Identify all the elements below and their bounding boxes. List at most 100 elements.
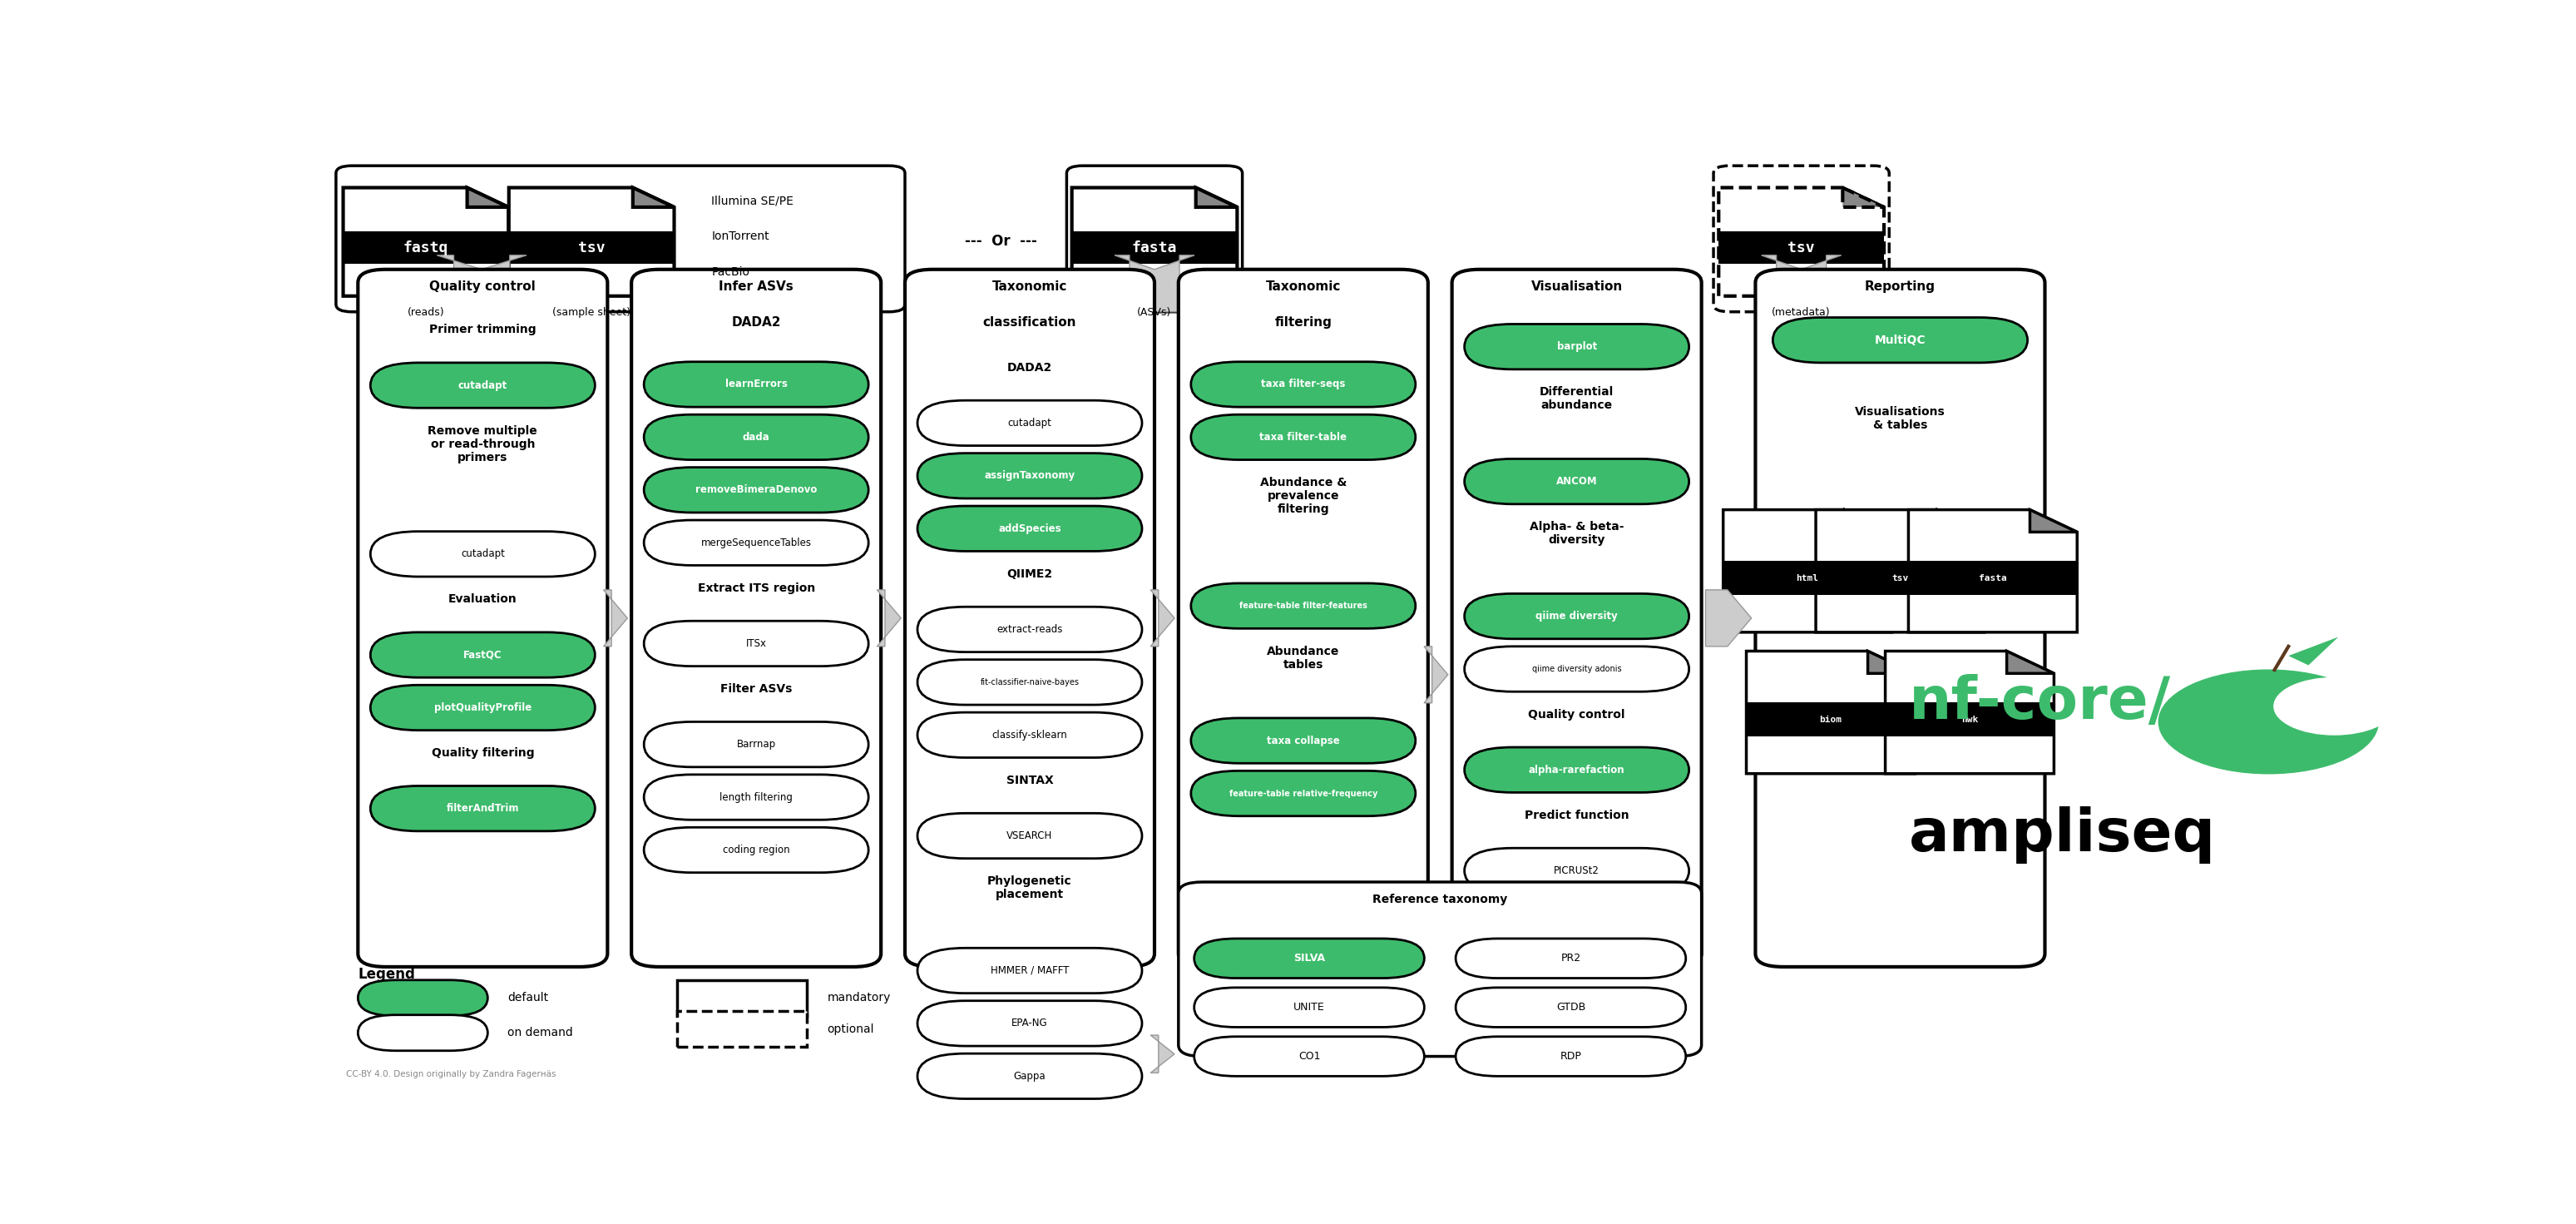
Text: fit-classifier-naive-bayes: fit-classifier-naive-bayes: [981, 678, 1079, 687]
Text: extract-reads: extract-reads: [997, 624, 1064, 635]
Text: Abundance
tables: Abundance tables: [1267, 645, 1340, 671]
Text: Extract ITS region: Extract ITS region: [698, 583, 814, 594]
Text: default: default: [507, 993, 549, 1004]
Text: Differential
abundance: Differential abundance: [1540, 387, 1613, 411]
Text: taxa filter-table: taxa filter-table: [1260, 432, 1347, 443]
FancyBboxPatch shape: [917, 712, 1141, 758]
Polygon shape: [438, 256, 526, 312]
FancyBboxPatch shape: [1463, 459, 1690, 504]
FancyBboxPatch shape: [917, 400, 1141, 446]
Text: Or: Or: [502, 234, 523, 250]
Text: classify-sklearn: classify-sklearn: [992, 730, 1066, 741]
Text: optional: optional: [827, 1023, 873, 1034]
Polygon shape: [2030, 509, 2076, 532]
Text: feature-table filter-features: feature-table filter-features: [1239, 602, 1368, 610]
Text: biom: biom: [1819, 715, 1842, 723]
Text: GTDB: GTDB: [1556, 1002, 1584, 1012]
Text: Quality control: Quality control: [430, 280, 536, 294]
FancyBboxPatch shape: [677, 1011, 806, 1047]
Polygon shape: [1151, 1036, 1175, 1073]
Text: FastQC: FastQC: [464, 650, 502, 660]
Text: mergeSequenceTables: mergeSequenceTables: [701, 537, 811, 548]
Text: Filter ASVs: Filter ASVs: [721, 683, 793, 695]
Text: qiime diversity adonis: qiime diversity adonis: [1533, 665, 1620, 673]
Text: fasta: fasta: [1978, 574, 2007, 583]
Polygon shape: [1886, 651, 2053, 774]
FancyBboxPatch shape: [1455, 939, 1685, 978]
Text: plotQualityProfile: plotQualityProfile: [433, 703, 531, 714]
FancyBboxPatch shape: [1195, 1037, 1425, 1076]
Text: VSEARCH: VSEARCH: [1007, 830, 1054, 841]
Polygon shape: [1842, 187, 1883, 207]
FancyBboxPatch shape: [644, 362, 868, 408]
Polygon shape: [1195, 187, 1236, 207]
FancyBboxPatch shape: [1463, 324, 1690, 370]
Text: tsv: tsv: [1891, 574, 1909, 583]
Text: filtering: filtering: [1275, 317, 1332, 329]
Text: Illumina SE/PE: Illumina SE/PE: [711, 195, 793, 207]
Polygon shape: [1425, 646, 1448, 703]
Polygon shape: [1816, 509, 1984, 633]
Text: Gappa: Gappa: [1015, 1071, 1046, 1082]
FancyBboxPatch shape: [510, 231, 675, 264]
FancyBboxPatch shape: [1772, 317, 2027, 362]
Text: PICRUSt2: PICRUSt2: [1553, 865, 1600, 876]
Text: MultiQC: MultiQC: [1875, 334, 1927, 346]
FancyBboxPatch shape: [358, 269, 608, 967]
Polygon shape: [1747, 651, 1914, 774]
Text: filterAndTrim: filterAndTrim: [446, 803, 520, 814]
Text: PacBio: PacBio: [711, 267, 750, 278]
Text: HMMER / MAFFT: HMMER / MAFFT: [992, 966, 1069, 976]
FancyBboxPatch shape: [1190, 584, 1417, 628]
Text: on demand: on demand: [507, 1027, 574, 1039]
FancyBboxPatch shape: [335, 165, 904, 312]
FancyBboxPatch shape: [1463, 594, 1690, 639]
Text: IonTorrent: IonTorrent: [711, 231, 770, 242]
Text: (reads): (reads): [407, 307, 446, 318]
Circle shape: [2275, 678, 2396, 734]
FancyBboxPatch shape: [644, 827, 868, 873]
FancyBboxPatch shape: [1195, 988, 1425, 1027]
Text: Quality control: Quality control: [1528, 709, 1625, 720]
FancyBboxPatch shape: [1190, 415, 1417, 460]
Polygon shape: [876, 590, 902, 646]
Polygon shape: [343, 187, 507, 296]
Text: Predict function: Predict function: [1525, 809, 1628, 821]
FancyBboxPatch shape: [917, 506, 1141, 551]
FancyBboxPatch shape: [1177, 269, 1427, 967]
Text: Primer trimming: Primer trimming: [430, 324, 536, 335]
FancyBboxPatch shape: [1455, 988, 1685, 1027]
Text: Abundance &
prevalence
filtering: Abundance & prevalence filtering: [1260, 477, 1347, 515]
FancyBboxPatch shape: [371, 786, 595, 831]
Text: Quality filtering: Quality filtering: [430, 747, 533, 759]
Text: Visualisations
& tables: Visualisations & tables: [1855, 406, 1945, 431]
FancyBboxPatch shape: [644, 468, 868, 513]
Text: ---  Or  ---: --- Or ---: [963, 234, 1038, 250]
FancyBboxPatch shape: [917, 660, 1141, 705]
Text: Reference taxonomy: Reference taxonomy: [1373, 894, 1507, 905]
Text: cutadapt: cutadapt: [461, 548, 505, 559]
Text: (sample sheet): (sample sheet): [551, 307, 631, 318]
Text: Infer ASVs: Infer ASVs: [719, 280, 793, 294]
FancyBboxPatch shape: [644, 722, 868, 767]
Text: feature-table relative-frequency: feature-table relative-frequency: [1229, 789, 1378, 798]
FancyBboxPatch shape: [1886, 703, 2053, 737]
FancyBboxPatch shape: [1718, 231, 1883, 264]
Polygon shape: [603, 590, 629, 646]
Polygon shape: [1909, 509, 2076, 633]
Text: taxa collapse: taxa collapse: [1267, 736, 1340, 747]
Text: UNITE: UNITE: [1293, 1002, 1324, 1012]
Text: coding region: coding region: [724, 845, 791, 856]
Text: PR2: PR2: [1561, 953, 1582, 963]
Text: QIIME2: QIIME2: [1007, 568, 1054, 580]
Polygon shape: [1762, 256, 1842, 312]
FancyBboxPatch shape: [1066, 165, 1242, 312]
FancyBboxPatch shape: [644, 415, 868, 460]
Text: Barrnap: Barrnap: [737, 739, 775, 750]
Text: Taxonomic: Taxonomic: [1265, 280, 1342, 294]
Polygon shape: [466, 187, 507, 207]
FancyBboxPatch shape: [1723, 561, 1891, 595]
FancyBboxPatch shape: [917, 453, 1141, 498]
Text: taxa filter-seqs: taxa filter-seqs: [1262, 379, 1345, 389]
FancyBboxPatch shape: [631, 269, 881, 967]
